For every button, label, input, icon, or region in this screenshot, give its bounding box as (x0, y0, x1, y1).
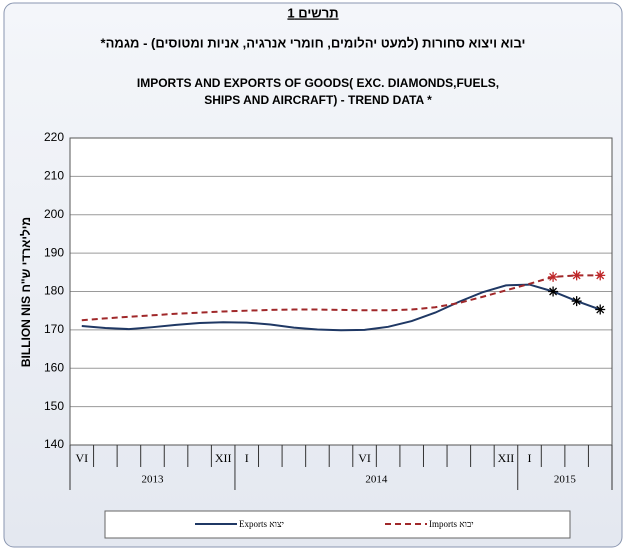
legend (104, 510, 571, 539)
y-tick-label: 220 (44, 130, 64, 144)
x-tick-label: VI (75, 451, 88, 465)
plot-border (69, 137, 613, 446)
x-tick-label: XII (215, 451, 232, 465)
y-tick-label: 140 (44, 437, 64, 451)
y-axis-label: BILLION NIS מיליארדי ש"ח (19, 217, 33, 367)
x-tick-label: XII (498, 451, 515, 465)
subtitle-en: IMPORTS AND EXPORTS OF GOODS( EXC. DIAMO… (137, 76, 499, 90)
marker (595, 304, 606, 315)
x-tick-label: I (528, 451, 532, 465)
y-tick-label: 190 (44, 245, 64, 259)
marker (571, 270, 582, 281)
line (81, 283, 601, 332)
subtitle-en: SHIPS AND AIRCRAFT) - TREND DATA * (204, 93, 432, 107)
chart-title: תרשים 1 (287, 5, 338, 20)
year-label: 2013 (141, 474, 164, 486)
y-tick-label: 160 (44, 360, 64, 374)
subtitle-he: יבוא ויצוא סחורות (למעט יהלומים, חומרי א… (101, 35, 526, 50)
legend-label: Imports יבוא (429, 519, 474, 529)
marker (548, 271, 559, 282)
marker (595, 270, 606, 281)
x-tick-label: VI (358, 451, 371, 465)
marker (548, 286, 559, 297)
year-label: 2014 (365, 474, 388, 486)
y-tick-label: 150 (44, 399, 64, 413)
line (81, 274, 601, 322)
marker (571, 296, 582, 307)
legend-label: Exports יצוא (239, 519, 284, 529)
y-tick-label: 180 (44, 284, 64, 298)
y-tick-label: 170 (44, 322, 64, 336)
y-tick-label: 210 (44, 169, 64, 183)
y-tick-label: 200 (44, 207, 64, 221)
x-tick-label: I (245, 451, 249, 465)
year-label: 2015 (554, 474, 577, 486)
